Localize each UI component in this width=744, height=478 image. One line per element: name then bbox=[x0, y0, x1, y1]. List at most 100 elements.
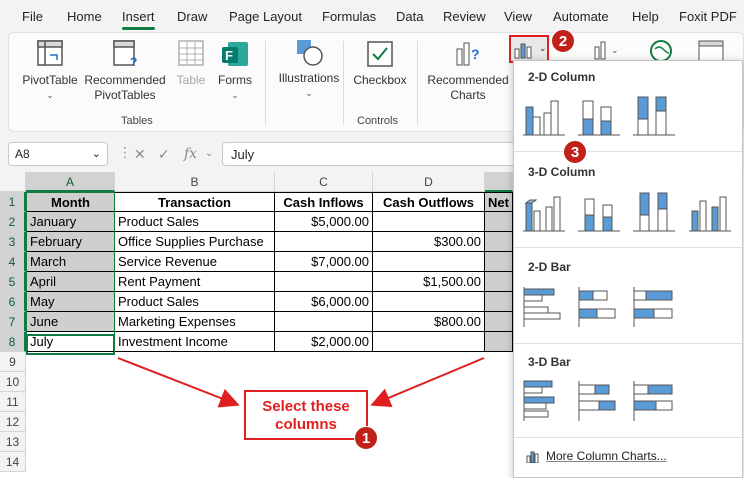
table-cell[interactable] bbox=[373, 332, 485, 352]
formula-input[interactable]: July bbox=[222, 142, 522, 166]
column-header-e[interactable] bbox=[485, 172, 513, 192]
table-cell[interactable] bbox=[275, 272, 373, 292]
table-button[interactable]: Table bbox=[171, 39, 211, 88]
row-header[interactable]: 2 bbox=[0, 212, 26, 232]
tab-automate[interactable]: Automate bbox=[553, 9, 609, 24]
tab-insert[interactable]: Insert bbox=[122, 9, 155, 30]
tab-review[interactable]: Review bbox=[443, 9, 486, 24]
forms-button[interactable]: F Forms ⌄ bbox=[213, 39, 257, 103]
stacked-bar-icon[interactable] bbox=[575, 283, 623, 329]
tab-help[interactable]: Help bbox=[632, 9, 659, 24]
table-cell[interactable]: May bbox=[26, 292, 115, 312]
table-cell[interactable] bbox=[275, 232, 373, 252]
maps-icon[interactable] bbox=[649, 39, 673, 63]
stacked-column-icon[interactable] bbox=[575, 93, 623, 139]
3d-clustered-column-icon[interactable] bbox=[520, 189, 568, 235]
table-cell[interactable]: Investment Income bbox=[115, 332, 275, 352]
3d-100-stacked-bar-icon[interactable] bbox=[630, 377, 678, 423]
column-header-d[interactable]: D bbox=[373, 172, 485, 192]
cancel-icon[interactable]: ✕ bbox=[134, 146, 146, 162]
insert-function-icon[interactable]: fx bbox=[184, 146, 198, 162]
table-cell[interactable]: $2,000.00 bbox=[275, 332, 373, 352]
row-header[interactable]: 1 bbox=[0, 192, 26, 212]
table-cell[interactable] bbox=[275, 312, 373, 332]
table-cell[interactable] bbox=[485, 252, 513, 272]
table-cell[interactable] bbox=[373, 292, 485, 312]
select-all-corner[interactable] bbox=[0, 172, 26, 192]
clustered-bar-icon[interactable] bbox=[520, 283, 568, 329]
row-header[interactable]: 8 bbox=[0, 332, 26, 352]
table-cell[interactable]: $1,500.00 bbox=[373, 272, 485, 292]
3d-100-stacked-column-icon[interactable] bbox=[630, 189, 678, 235]
pivottable-button[interactable]: PivotTable ⌄ bbox=[15, 39, 85, 103]
tab-draw[interactable]: Draw bbox=[177, 9, 208, 24]
3d-stacked-column-icon[interactable] bbox=[575, 189, 623, 235]
more-column-charts-link[interactable]: More Column Charts... bbox=[526, 449, 667, 464]
tab-view[interactable]: View bbox=[504, 9, 532, 24]
table-cell[interactable]: Product Sales bbox=[115, 212, 275, 232]
3d-column-icon[interactable] bbox=[686, 189, 734, 235]
pivotchart-icon[interactable] bbox=[697, 39, 725, 63]
column-header-b[interactable]: B bbox=[115, 172, 275, 192]
100-stacked-bar-icon[interactable] bbox=[630, 283, 678, 329]
name-box[interactable]: A8 ⌄ bbox=[8, 142, 108, 166]
tab-home[interactable]: Home bbox=[67, 9, 102, 24]
column-header-c[interactable]: C bbox=[275, 172, 373, 192]
table-cell[interactable]: Service Revenue bbox=[115, 252, 275, 272]
table-cell[interactable]: Product Sales bbox=[115, 292, 275, 312]
row-header[interactable]: 14 bbox=[0, 452, 26, 472]
table-cell[interactable]: $5,000.00 bbox=[275, 212, 373, 232]
recommended-charts-button[interactable]: ? Recommended Charts bbox=[423, 39, 513, 103]
row-header[interactable]: 6 bbox=[0, 292, 26, 312]
table-cell[interactable] bbox=[485, 332, 513, 352]
chevron-down-icon[interactable]: ⌄ bbox=[205, 148, 214, 159]
hierarchy-chart-icon[interactable]: ⌄ bbox=[593, 39, 627, 61]
row-header[interactable]: 7 bbox=[0, 312, 26, 332]
row-header[interactable]: 11 bbox=[0, 392, 26, 412]
checkbox-button[interactable]: Checkbox bbox=[349, 39, 411, 88]
row-header[interactable]: 5 bbox=[0, 272, 26, 292]
clustered-column-icon[interactable] bbox=[520, 93, 568, 139]
header-cell-cash-outflows[interactable]: Cash Outflows bbox=[373, 192, 485, 212]
tab-data[interactable]: Data bbox=[396, 9, 424, 24]
table-cell[interactable]: $300.00 bbox=[373, 232, 485, 252]
3d-clustered-bar-icon[interactable] bbox=[520, 377, 568, 423]
table-cell[interactable] bbox=[485, 232, 513, 252]
table-cell[interactable]: January bbox=[26, 212, 115, 232]
row-header[interactable]: 3 bbox=[0, 232, 26, 252]
table-cell[interactable]: Office Supplies Purchase bbox=[115, 232, 275, 252]
row-header[interactable]: 10 bbox=[0, 372, 26, 392]
recommended-pivottables-button[interactable]: ? Recommended PivotTables bbox=[81, 39, 169, 103]
tab-page-layout[interactable]: Page Layout bbox=[229, 9, 303, 24]
row-header[interactable]: 12 bbox=[0, 412, 26, 432]
table-cell[interactable] bbox=[485, 292, 513, 312]
header-cell-cash-inflows[interactable]: Cash Inflows bbox=[275, 192, 373, 212]
tab-file[interactable]: File bbox=[22, 9, 43, 24]
header-cell-transaction[interactable]: Transaction bbox=[115, 192, 275, 212]
tab-formulas[interactable]: Formulas bbox=[322, 9, 377, 24]
table-cell[interactable] bbox=[485, 212, 513, 232]
table-cell[interactable]: $7,000.00 bbox=[275, 252, 373, 272]
enter-icon[interactable]: ✓ bbox=[158, 146, 170, 162]
table-cell[interactable] bbox=[485, 272, 513, 292]
table-cell[interactable] bbox=[373, 212, 485, 232]
illustrations-button[interactable]: Illustrations ⌄ bbox=[271, 37, 347, 101]
table-cell[interactable] bbox=[485, 312, 513, 332]
table-cell[interactable]: March bbox=[26, 252, 115, 272]
table-cell[interactable]: Marketing Expenses bbox=[115, 312, 275, 332]
row-header[interactable]: 4 bbox=[0, 252, 26, 272]
100-stacked-column-icon[interactable] bbox=[630, 93, 678, 139]
3d-stacked-bar-icon[interactable] bbox=[575, 377, 623, 423]
row-header[interactable]: 9 bbox=[0, 352, 26, 372]
row-header[interactable]: 13 bbox=[0, 432, 26, 452]
column-header-a[interactable]: A bbox=[26, 172, 115, 192]
table-cell[interactable]: Rent Payment bbox=[115, 272, 275, 292]
header-cell-net[interactable]: Net bbox=[485, 192, 513, 212]
table-cell[interactable] bbox=[373, 252, 485, 272]
insert-column-chart-button[interactable]: ⌄ bbox=[509, 35, 549, 63]
table-cell[interactable]: $800.00 bbox=[373, 312, 485, 332]
table-cell[interactable]: $6,000.00 bbox=[275, 292, 373, 312]
table-cell[interactable]: June bbox=[26, 312, 115, 332]
tab-foxit-pdf[interactable]: Foxit PDF bbox=[679, 9, 737, 24]
chevron-down-icon[interactable]: ⌄ bbox=[91, 148, 101, 160]
